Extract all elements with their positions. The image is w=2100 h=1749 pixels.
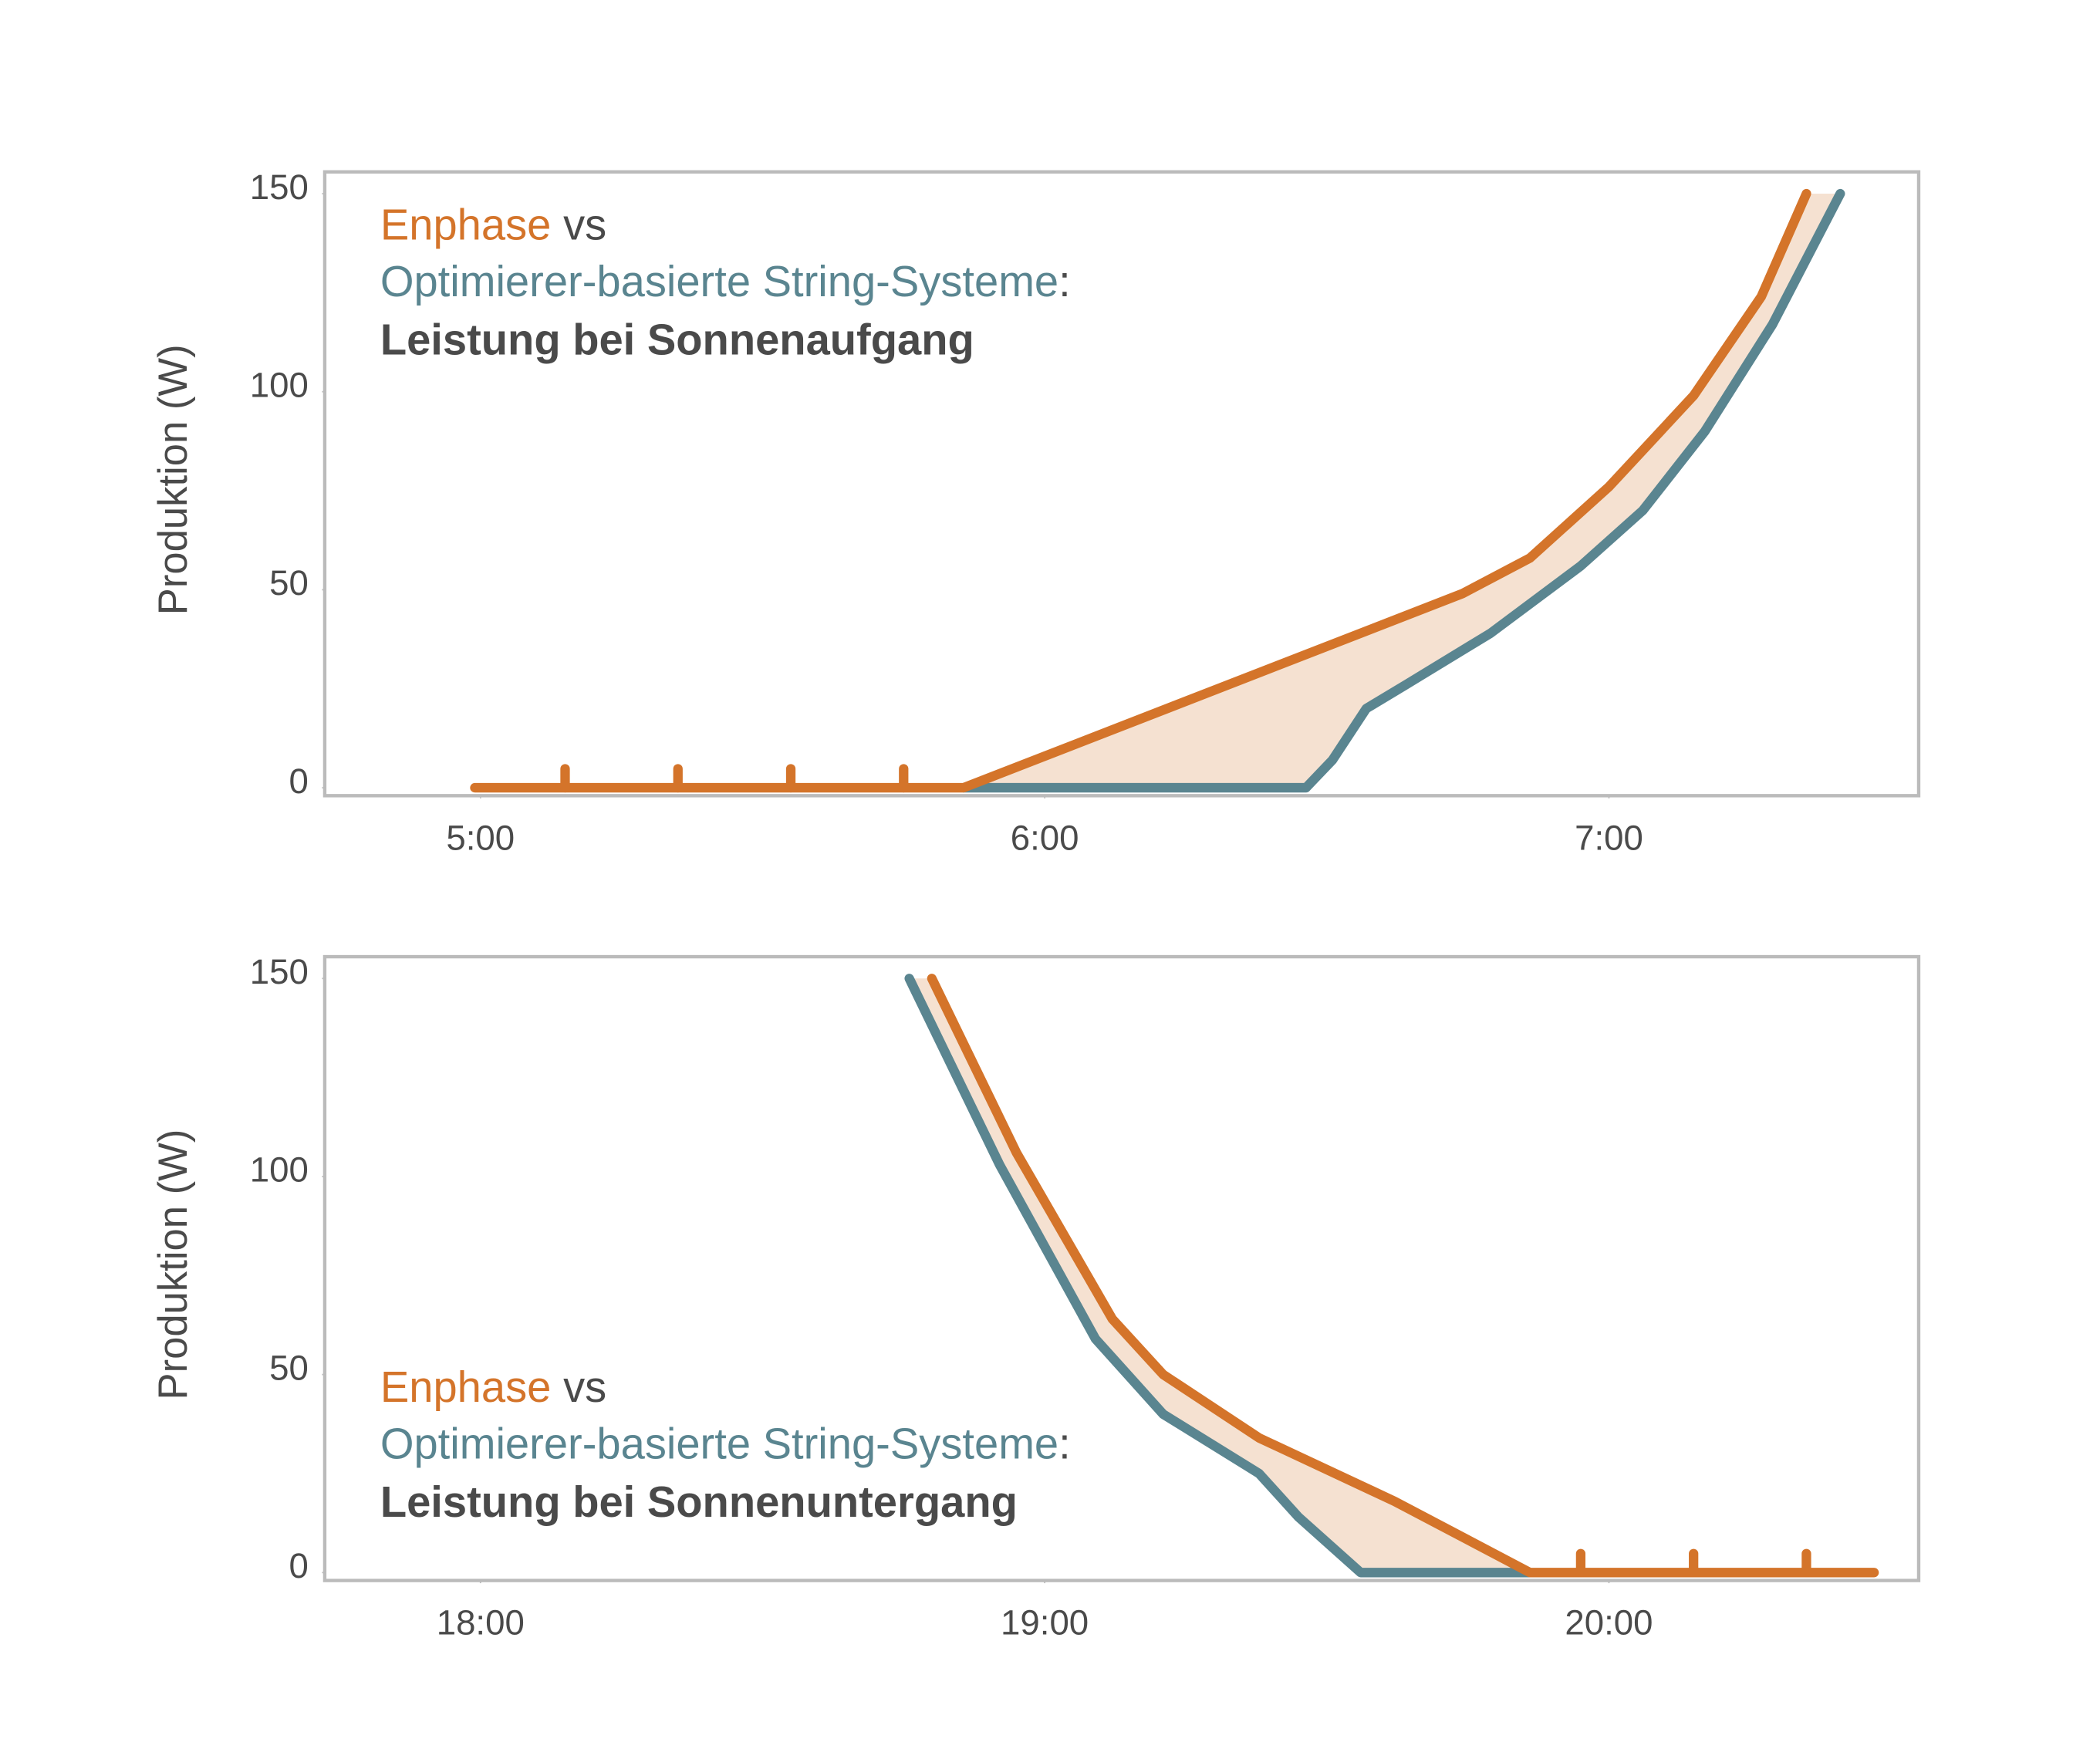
frame [322,170,1921,798]
gap-area [909,978,1875,1573]
chart-title: Leistung bei Sonnenuntergang [380,1477,1018,1526]
x-tick-label: 6:00 [1011,818,1079,857]
legend-line: Enphase vs [380,200,606,248]
y-tick-label: 150 [250,952,309,991]
y-tick-label: 100 [250,366,309,405]
legend-entry: Enphase [380,200,552,248]
y-tick-label: 100 [250,1150,309,1190]
y-tick-label: 150 [250,167,309,207]
legend-entry: Optimierer-basierte String-Systeme [380,1420,1058,1468]
legend-entry: Enphase [380,1362,552,1411]
legend-entry: Optimierer-basierte String-Systeme [380,257,1058,306]
y-tick-label: 0 [289,1546,309,1585]
line [958,188,1845,793]
legend-line: Optimierer-basierte String-Systeme: [380,1420,1071,1468]
panel: Enphase vs Optimierer-basierte String-Syst… [322,954,1921,1582]
legend-line: Optimierer-basierte String-Systeme: [380,257,1071,306]
plot-area [470,188,1845,793]
y-tick-label: 50 [269,1348,309,1387]
frame [322,954,1921,1582]
x-tick-label: 7:00 [1575,818,1643,857]
line [927,974,1879,1578]
y-axis-label: Produktion (W) [150,1129,196,1400]
x-tick-label: 18:00 [437,1603,525,1643]
plot-area [904,974,1879,1578]
y-tick-label: 50 [269,563,309,603]
panel: Enphase vs Optimierer-basierte String-Syst… [322,170,1921,798]
x-tick-label: 19:00 [1001,1603,1089,1643]
line [470,188,1811,793]
legend-connector: vs [563,200,606,248]
chart-title: Leistung bei Sonnenaufgang [380,316,974,364]
x-tick-label: 5:00 [446,818,515,857]
legend-connector: vs [563,1362,606,1411]
legend-suffix: : [1058,1420,1071,1468]
y-axis-label: Produktion (W) [150,344,196,615]
line [904,974,1535,1578]
legend-suffix: : [1058,257,1071,306]
y-tick-label: 0 [289,761,309,801]
x-tick-label: 20:00 [1565,1603,1653,1643]
legend-line: Enphase vs [380,1362,606,1411]
